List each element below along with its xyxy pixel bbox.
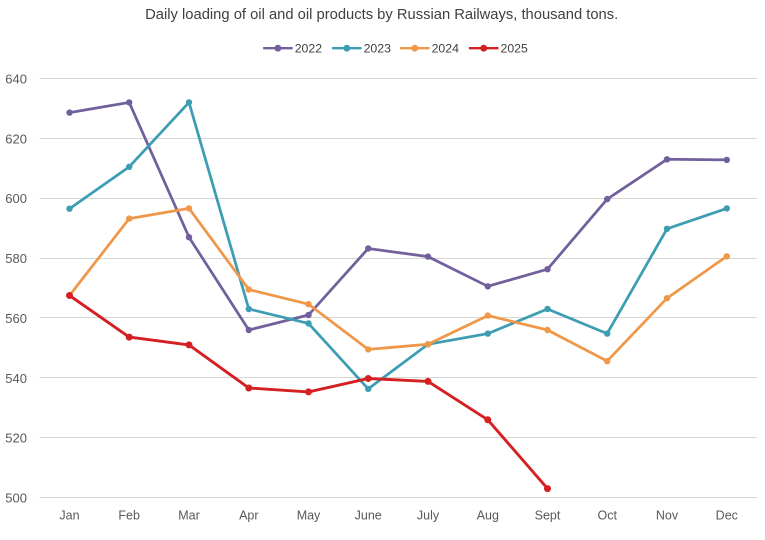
- svg-text:2024: 2024: [432, 42, 460, 56]
- svg-text:500: 500: [5, 491, 27, 506]
- svg-text:2023: 2023: [364, 42, 392, 56]
- svg-text:Mar: Mar: [178, 509, 200, 523]
- svg-text:June: June: [355, 509, 382, 523]
- svg-text:2025: 2025: [501, 42, 529, 56]
- svg-text:Nov: Nov: [656, 509, 679, 523]
- svg-text:600: 600: [5, 191, 27, 206]
- svg-text:Aug: Aug: [477, 509, 499, 523]
- svg-text:Oct: Oct: [597, 509, 617, 523]
- svg-text:Apr: Apr: [239, 509, 258, 523]
- svg-text:Feb: Feb: [118, 509, 140, 523]
- svg-text:Daily loading of oil and oil p: Daily loading of oil and oil products by…: [145, 7, 618, 23]
- svg-text:640: 640: [5, 71, 27, 86]
- svg-text:540: 540: [5, 371, 27, 386]
- svg-text:May: May: [297, 509, 321, 523]
- svg-text:July: July: [417, 509, 440, 523]
- svg-text:Jan: Jan: [59, 509, 79, 523]
- svg-text:580: 580: [5, 251, 27, 266]
- svg-text:Sept: Sept: [535, 509, 561, 523]
- svg-text:520: 520: [5, 431, 27, 446]
- svg-text:620: 620: [5, 131, 27, 146]
- svg-text:560: 560: [5, 311, 27, 326]
- svg-text:Dec: Dec: [716, 509, 738, 523]
- svg-text:2022: 2022: [295, 42, 323, 56]
